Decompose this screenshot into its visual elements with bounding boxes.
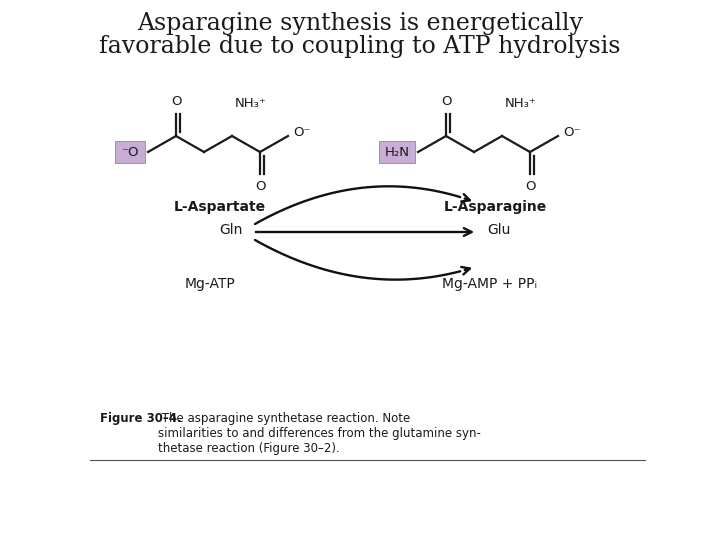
Text: ⁻O: ⁻O <box>121 145 139 159</box>
Text: NH₃⁺: NH₃⁺ <box>235 97 266 110</box>
Text: L-Asparagine: L-Asparagine <box>444 200 546 214</box>
Text: Gln: Gln <box>220 223 243 237</box>
Text: O: O <box>255 180 265 193</box>
Text: NH₃⁺: NH₃⁺ <box>505 97 536 110</box>
Text: H₂N: H₂N <box>384 145 410 159</box>
Text: O⁻: O⁻ <box>563 125 580 138</box>
Text: Glu: Glu <box>487 223 510 237</box>
Text: O⁻: O⁻ <box>293 125 310 138</box>
Text: O: O <box>525 180 535 193</box>
Text: Figure 30–4.: Figure 30–4. <box>100 412 181 425</box>
Text: Mg-AMP + PPᵢ: Mg-AMP + PPᵢ <box>442 277 538 291</box>
Text: O: O <box>441 95 451 108</box>
FancyBboxPatch shape <box>379 141 415 163</box>
Text: The asparagine synthetase reaction. Note
similarities to and differences from th: The asparagine synthetase reaction. Note… <box>158 412 481 455</box>
Text: Mg-ATP: Mg-ATP <box>184 277 235 291</box>
Text: L-Aspartate: L-Aspartate <box>174 200 266 214</box>
Text: favorable due to coupling to ATP hydrolysis: favorable due to coupling to ATP hydroly… <box>99 35 621 58</box>
Text: Asparagine synthesis is energetically: Asparagine synthesis is energetically <box>137 12 583 35</box>
FancyBboxPatch shape <box>115 141 145 163</box>
Text: O: O <box>171 95 181 108</box>
